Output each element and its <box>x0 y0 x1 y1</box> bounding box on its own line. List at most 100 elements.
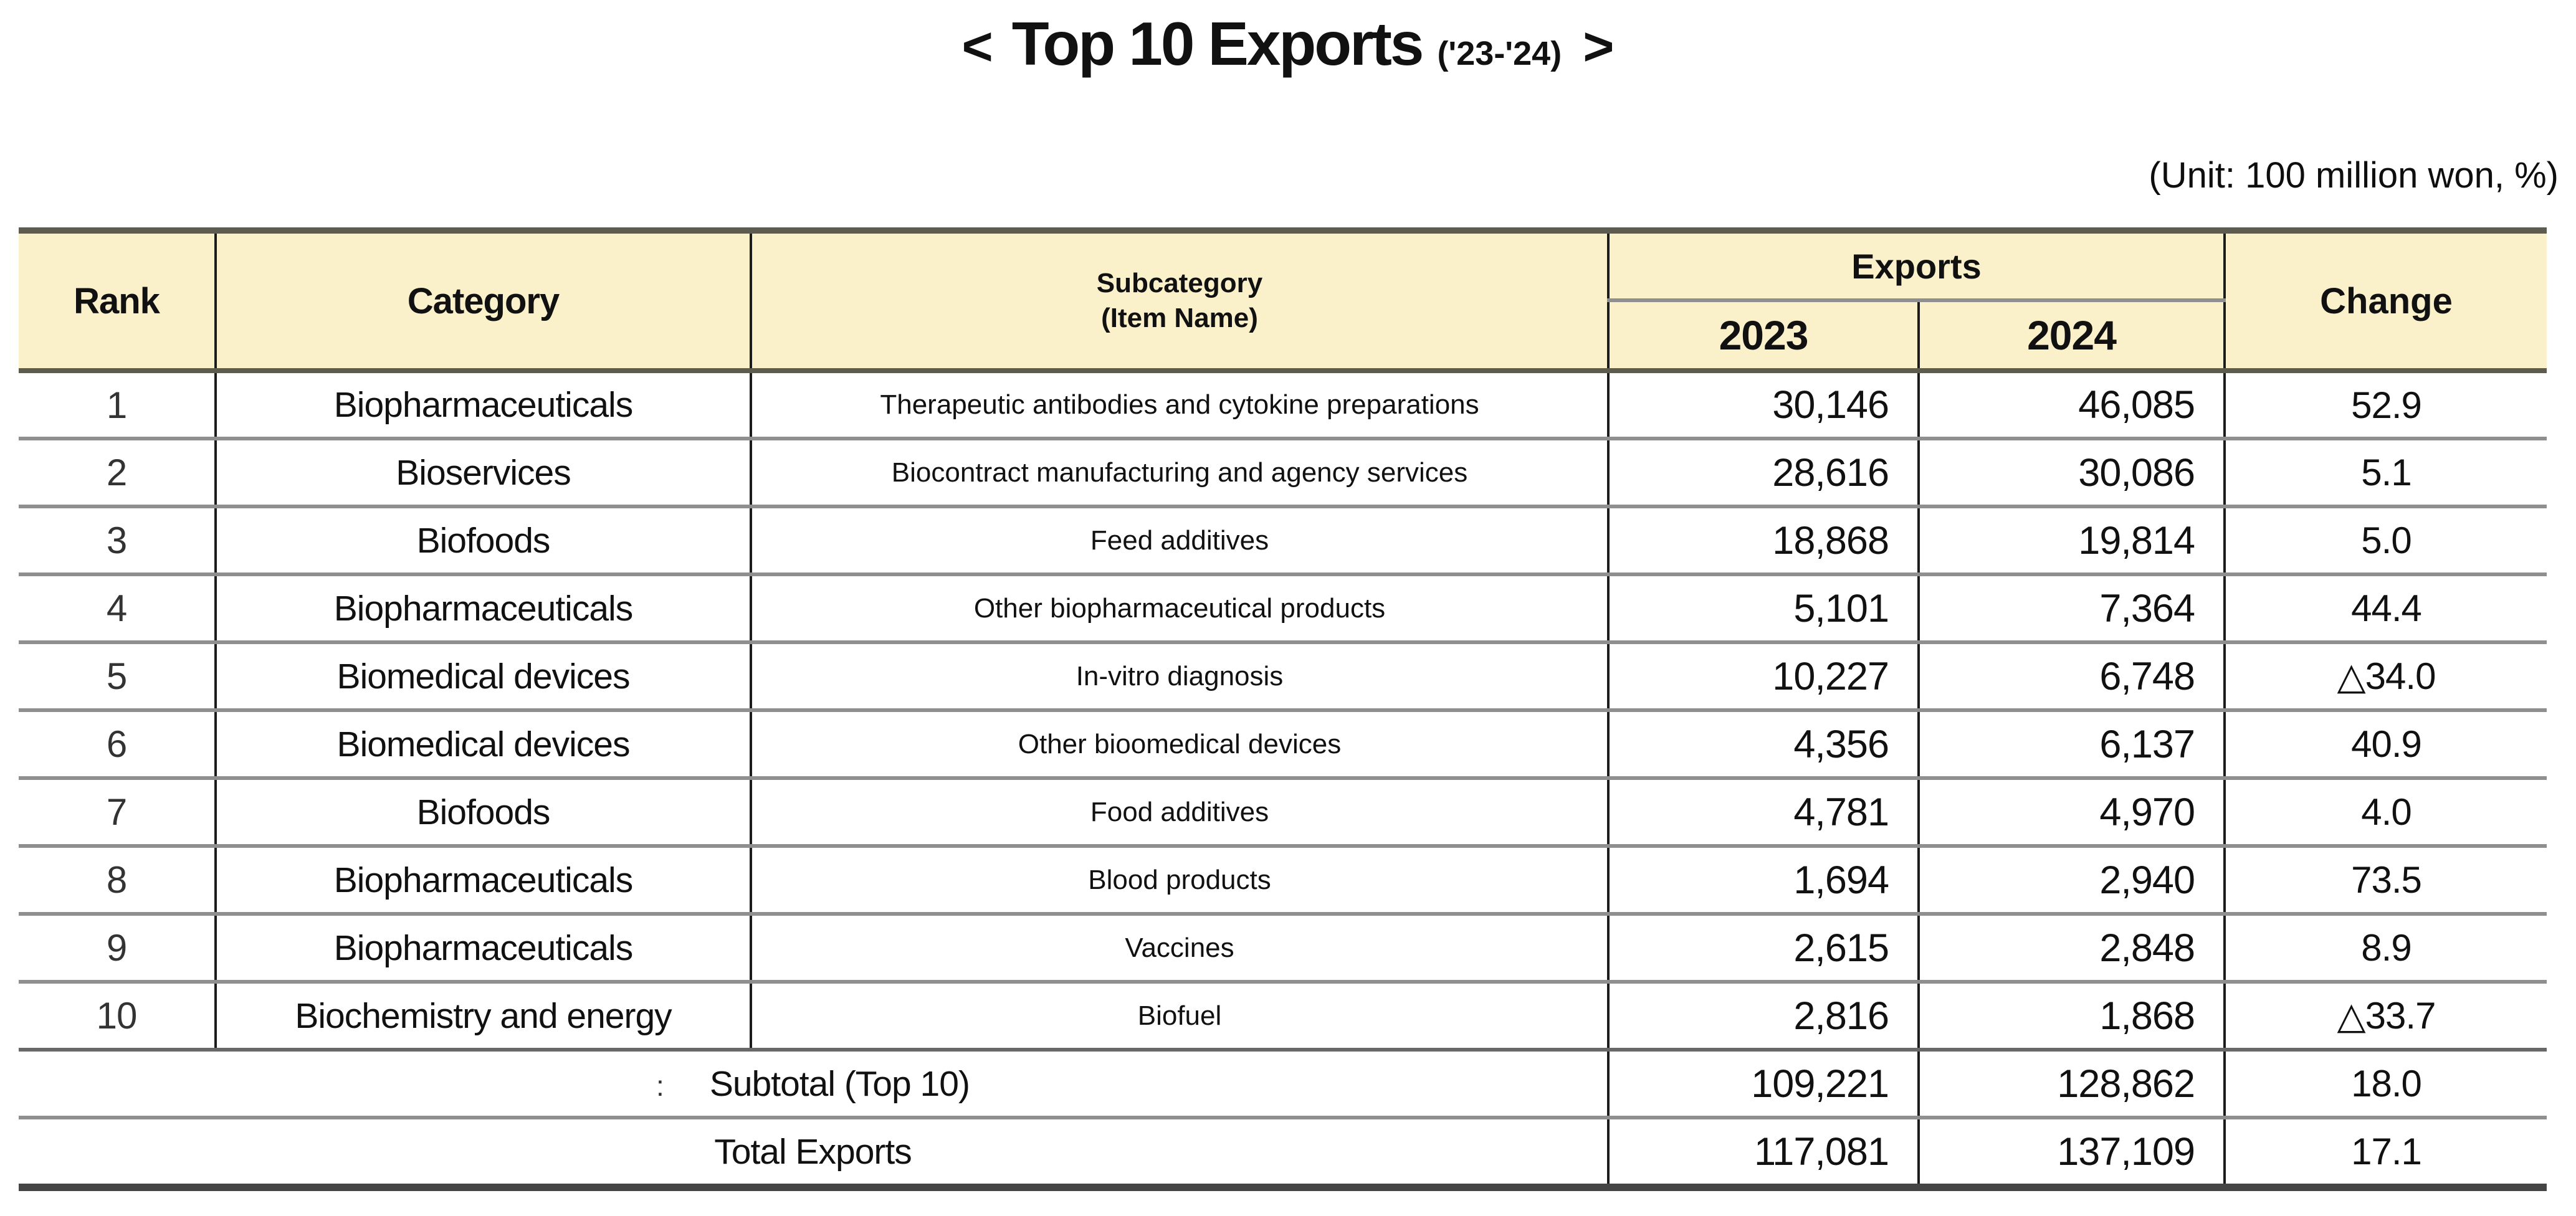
exports-2023-cell: 30,146 <box>1608 371 1920 440</box>
rank-cell: 5 <box>19 642 217 712</box>
header-category: Category <box>216 227 752 373</box>
change-cell: △34.0 <box>2225 642 2547 712</box>
category-cell: Biopharmaceuticals <box>216 846 752 916</box>
top10-exports-table: Rank Category Subcategory (Item Name) Ex… <box>19 227 2547 1191</box>
header-rank: Rank <box>19 227 217 373</box>
exports-2023-cell: 10,227 <box>1608 642 1920 712</box>
table-row: 4 Biopharmaceuticals Other biopharmaceut… <box>19 574 2547 644</box>
subcategory-cell: Feed additives <box>751 506 1610 576</box>
change-cell: 40.9 <box>2225 710 2547 780</box>
rank-cell: 2 <box>19 439 217 508</box>
table-row: 5 Biomedical devices In-vitro diagnosis … <box>19 642 2547 712</box>
subcategory-cell: In-vitro diagnosis <box>751 642 1610 712</box>
exports-2024-cell: 6,137 <box>1919 710 2226 780</box>
rank-cell: 6 <box>19 710 217 780</box>
title-year-range: ('23-'24) <box>1437 35 1562 72</box>
total-label: Total Exports <box>714 1131 912 1172</box>
exports-2023-cell: 2,615 <box>1608 914 1920 984</box>
change-cell: 44.4 <box>2225 574 2547 644</box>
exports-2023-cell: 18,868 <box>1608 506 1920 576</box>
unit-note: (Unit: 100 million won, %) <box>2149 155 2559 196</box>
subtotal-change-cell: 18.0 <box>2225 1050 2547 1119</box>
category-cell: Biomedical devices <box>216 710 752 780</box>
change-cell: 5.0 <box>2225 506 2547 576</box>
exports-2023-cell: 4,781 <box>1608 778 1920 848</box>
subcategory-cell: Biofuel <box>751 982 1610 1052</box>
category-cell: Biofoods <box>216 778 752 848</box>
subcategory-cell: Food additives <box>751 778 1610 848</box>
exports-2023-cell: 2,816 <box>1608 982 1920 1052</box>
table-row: 7 Biofoods Food additives 4,781 4,970 4.… <box>19 778 2547 848</box>
subtotal-label-cell: : Subtotal (Top 10) <box>19 1050 1610 1119</box>
header-subcategory-line2: (Item Name) <box>1101 303 1258 333</box>
change-cell: 73.5 <box>2225 846 2547 916</box>
exports-2023-cell: 1,694 <box>1608 846 1920 916</box>
subtotal-row: : Subtotal (Top 10) 109,221 128,862 18.0 <box>19 1050 2547 1119</box>
exports-2024-cell: 7,364 <box>1919 574 2226 644</box>
total-2024-cell: 137,109 <box>1919 1118 2226 1191</box>
table-row: 9 Biopharmaceuticals Vaccines 2,615 2,84… <box>19 914 2547 984</box>
rank-cell: 9 <box>19 914 217 984</box>
header-change: Change <box>2225 227 2547 373</box>
total-label-cell: Total Exports <box>19 1118 1610 1191</box>
category-cell: Biochemistry and energy <box>216 982 752 1052</box>
exports-2024-cell: 46,085 <box>1919 371 2226 440</box>
category-cell: Bioservices <box>216 439 752 508</box>
total-2023-cell: 117,081 <box>1608 1118 1920 1191</box>
subcategory-cell: Biocontract manufacturing and agency ser… <box>751 439 1610 508</box>
category-cell: Biopharmaceuticals <box>216 371 752 440</box>
header-year-2023: 2023 <box>1608 300 1920 373</box>
page-title: < Top 10 Exports ('23-'24) > <box>0 9 2576 79</box>
table-row: 6 Biomedical devices Other bioomedical d… <box>19 710 2547 780</box>
exports-2024-cell: 6,748 <box>1919 642 2226 712</box>
exports-2024-cell: 2,940 <box>1919 846 2226 916</box>
exports-2024-cell: 1,868 <box>1919 982 2226 1052</box>
title-open-bracket: < <box>961 17 993 77</box>
table-header: Rank Category Subcategory (Item Name) Ex… <box>19 227 2547 373</box>
subcategory-cell: Other bioomedical devices <box>751 710 1610 780</box>
exports-2023-cell: 5,101 <box>1608 574 1920 644</box>
change-cell: 8.9 <box>2225 914 2547 984</box>
header-year-2024: 2024 <box>1919 300 2226 373</box>
table-row: 2 Bioservices Biocontract manufacturing … <box>19 439 2547 508</box>
rank-cell: 8 <box>19 846 217 916</box>
subcategory-cell: Therapeutic antibodies and cytokine prep… <box>751 371 1610 440</box>
total-row: Total Exports 117,081 137,109 17.1 <box>19 1118 2547 1191</box>
header-exports: Exports <box>1608 227 2226 302</box>
change-cell: 52.9 <box>2225 371 2547 440</box>
rank-cell: 7 <box>19 778 217 848</box>
exports-2024-cell: 4,970 <box>1919 778 2226 848</box>
category-cell: Biopharmaceuticals <box>216 574 752 644</box>
total-change-cell: 17.1 <box>2225 1118 2547 1191</box>
change-cell: 5.1 <box>2225 439 2547 508</box>
rank-cell: 1 <box>19 371 217 440</box>
change-cell: 4.0 <box>2225 778 2547 848</box>
table-row: 1 Biopharmaceuticals Therapeutic antibod… <box>19 371 2547 440</box>
table-body: 1 Biopharmaceuticals Therapeutic antibod… <box>19 371 2547 1052</box>
rank-cell: 3 <box>19 506 217 576</box>
header-subcategory-line1: Subcategory <box>1096 267 1263 298</box>
category-cell: Biopharmaceuticals <box>216 914 752 984</box>
exports-2024-cell: 2,848 <box>1919 914 2226 984</box>
subtotal-2024-cell: 128,862 <box>1919 1050 2226 1119</box>
subcategory-cell: Other biopharmaceutical products <box>751 574 1610 644</box>
table-row: 10 Biochemistry and energy Biofuel 2,816… <box>19 982 2547 1052</box>
title-main: Top 10 Exports <box>1011 9 1424 78</box>
exports-2024-cell: 30,086 <box>1919 439 2226 508</box>
title-close-bracket: > <box>1583 17 1615 77</box>
table-row: 3 Biofoods Feed additives 18,868 19,814 … <box>19 506 2547 576</box>
category-cell: Biomedical devices <box>216 642 752 712</box>
exports-2024-cell: 19,814 <box>1919 506 2226 576</box>
rank-cell: 10 <box>19 982 217 1052</box>
subtotal-label: Subtotal (Top 10) <box>709 1063 970 1104</box>
subtotal-2023-cell: 109,221 <box>1608 1050 1920 1119</box>
change-cell: △33.7 <box>2225 982 2547 1052</box>
table-row: 8 Biopharmaceuticals Blood products 1,69… <box>19 846 2547 916</box>
subtotal-label-prefix: : <box>656 1069 664 1102</box>
header-subcategory: Subcategory (Item Name) <box>751 227 1610 373</box>
exports-2023-cell: 4,356 <box>1608 710 1920 780</box>
table-summary: : Subtotal (Top 10) 109,221 128,862 18.0 … <box>19 1050 2547 1191</box>
subcategory-cell: Blood products <box>751 846 1610 916</box>
exports-2023-cell: 28,616 <box>1608 439 1920 508</box>
subcategory-cell: Vaccines <box>751 914 1610 984</box>
